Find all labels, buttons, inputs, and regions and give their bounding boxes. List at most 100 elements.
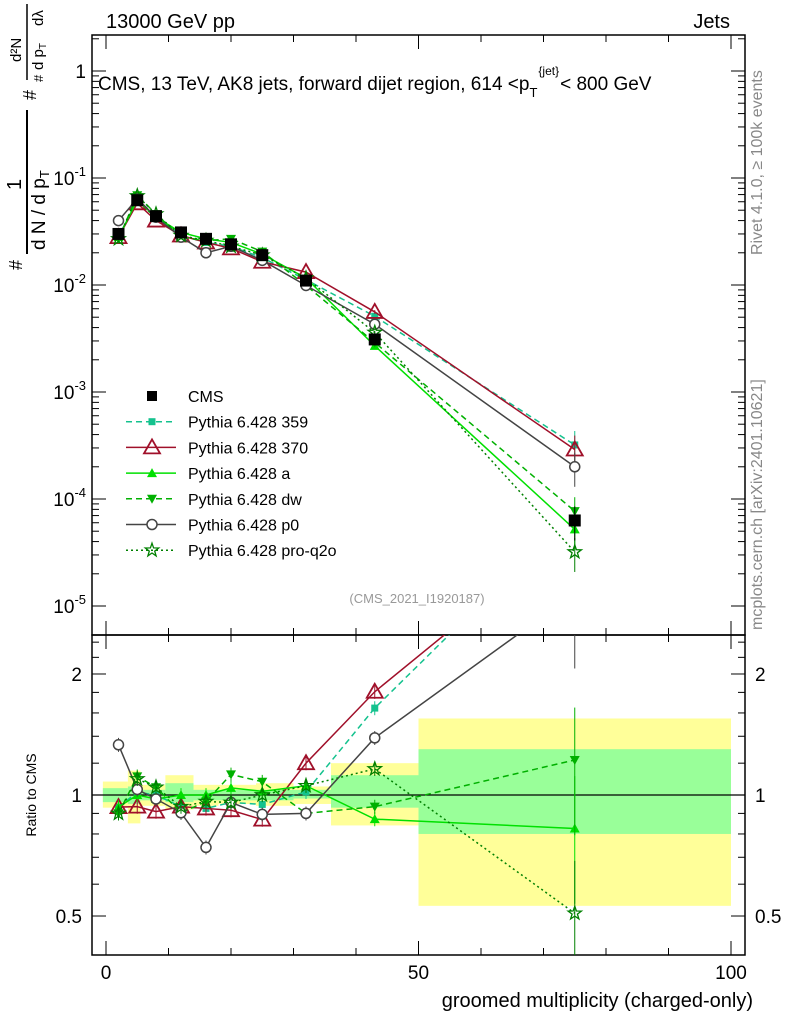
marker-square	[200, 232, 212, 245]
marker-square	[300, 274, 312, 287]
series-line	[117, 202, 576, 451]
series-line	[117, 193, 576, 512]
ratio-panel: 2 2 1 1 0.5 0.5 0 50 100	[56, 588, 781, 984]
marker-triangle	[252, 809, 272, 827]
x-axis-label: groomed multiplicity (charged-only)	[442, 990, 753, 1012]
series-line	[117, 194, 576, 553]
ratio-y-label: Ratio to CMS	[23, 753, 39, 836]
series-pythia-6-428-a	[113, 195, 580, 550]
legend: CMS Pythia 6.428 359 Pythia 6.428 370 Pythi…	[126, 389, 337, 560]
marker-square	[175, 226, 187, 239]
marker-circle	[570, 588, 580, 598]
y-tick-exponent: -3	[74, 378, 86, 393]
ratio-y-tick-label: 0.5	[56, 907, 82, 928]
ylabel-denominator: d N / d pT	[29, 170, 52, 250]
ylabel-hash1: #	[6, 260, 26, 270]
marker-triangle	[226, 782, 236, 792]
marker-square	[371, 704, 379, 712]
marker-circle	[112, 214, 125, 227]
legend-label: Pythia 6.428 a	[188, 466, 290, 483]
marker-triangle	[296, 753, 316, 771]
marker-circle	[569, 461, 581, 473]
marker-star	[366, 759, 384, 777]
marker-triangle	[369, 814, 380, 824]
ratio-series-pythia-6-428-370	[108, 635, 446, 827]
marker-star	[197, 792, 215, 809]
legend-label: Pythia 6.428 359	[188, 415, 308, 432]
marker-triangle	[365, 302, 385, 319]
marker-triangle-down	[226, 770, 236, 780]
main-panel: 110-110-210-310-410-5	[53, 34, 746, 955]
y-tick-label: 10-3	[53, 378, 86, 404]
marker-star	[253, 786, 271, 803]
marker-star	[147, 778, 165, 795]
x-tick-label: 0	[101, 963, 112, 984]
legend-label: Pythia 6.428 dw	[188, 492, 302, 509]
plot-title-sup: {jet}	[538, 64, 559, 78]
marker-star	[143, 541, 161, 558]
marker-circle	[369, 732, 381, 744]
legend-item-pythia-6-428-359: Pythia 6.428 359	[126, 415, 308, 432]
uncertainty-band-inner	[165, 783, 194, 803]
ratio-line	[118, 784, 575, 830]
marker-square	[371, 312, 379, 320]
marker-square	[148, 418, 156, 426]
y-tick-label: 10-5	[53, 592, 86, 618]
marker-square	[258, 800, 266, 808]
legend-item-pythia-6-428-p0: Pythia 6.428 p0	[126, 518, 299, 535]
marker-star	[297, 776, 315, 794]
legend-item-pythia-6-428-pro-q2o: Pythia 6.428 pro-q2o	[126, 541, 337, 560]
marker-circle	[146, 518, 158, 531]
marker-triangle-down	[147, 494, 157, 504]
ylabel-dlambda: dλ	[30, 10, 47, 26]
y-tick-exponent: -4	[74, 485, 86, 500]
x-tick-label: 100	[715, 963, 747, 984]
marker-square	[568, 514, 581, 527]
plot-title-end: < 800 GeV	[560, 74, 652, 95]
ylabel-numerator: d²N	[8, 38, 25, 62]
uncertainty-band-inner	[293, 789, 331, 799]
y-tick-base: 10	[53, 490, 74, 511]
y-tick-label: 10-4	[53, 485, 86, 511]
marker-triangle-down	[257, 777, 268, 787]
marker-circle	[112, 739, 125, 751]
ylabel-one: 1	[4, 179, 26, 190]
analysis-id: (CMS_2021_I1920187)	[349, 591, 484, 606]
ratio-line	[117, 759, 575, 815]
y-tick-base: 10	[53, 276, 74, 297]
legend-item-pythia-6-428-370: Pythia 6.428 370	[126, 437, 308, 457]
marker-triangle	[147, 468, 157, 478]
marker-star	[109, 804, 128, 821]
ratio-line	[118, 635, 446, 821]
marker-star	[566, 542, 584, 560]
plot-title-main: CMS, 13 TeV, AK8 jets, forward dijet reg…	[98, 74, 529, 95]
marker-circle	[200, 247, 212, 259]
plot-title-sub: T	[529, 85, 537, 100]
marker-circle	[300, 807, 312, 820]
plot-title: CMS, 13 TeV, AK8 jets, forward dijet reg…	[98, 64, 652, 100]
marker-circle	[256, 808, 268, 821]
x-tick-label: 50	[408, 963, 429, 984]
ratio-y-tick-label-right: 1	[755, 786, 766, 807]
marker-square	[225, 238, 237, 251]
y-tick-label: 10-2	[53, 271, 86, 297]
y-tick-base: 10	[53, 169, 74, 190]
legend-item-cms: CMS	[147, 389, 224, 406]
legend-label: Pythia 6.428 370	[188, 440, 308, 457]
legend-item-pythia-6-428-dw: Pythia 6.428 dw	[126, 492, 302, 509]
ylabel-dpt: d pT	[30, 43, 49, 70]
header-right: Jets	[693, 11, 730, 33]
legend-item-pythia-6-428-a: Pythia 6.428 a	[126, 466, 290, 483]
marker-triangle-down	[569, 755, 580, 765]
legend-label: Pythia 6.428 p0	[188, 518, 299, 535]
marker-triangle	[176, 790, 186, 799]
y-tick-exponent: -1	[74, 164, 86, 179]
ylabel-hash3: #	[31, 74, 46, 82]
series-cms	[112, 194, 581, 541]
marker-square	[368, 333, 381, 346]
ratio-line	[117, 635, 519, 849]
marker-star	[222, 793, 240, 810]
y-tick-exponent: -5	[74, 592, 86, 607]
ylabel-hash2: #	[20, 90, 40, 100]
ratio-series-pythia-6-428-pro-q2o	[109, 759, 584, 955]
